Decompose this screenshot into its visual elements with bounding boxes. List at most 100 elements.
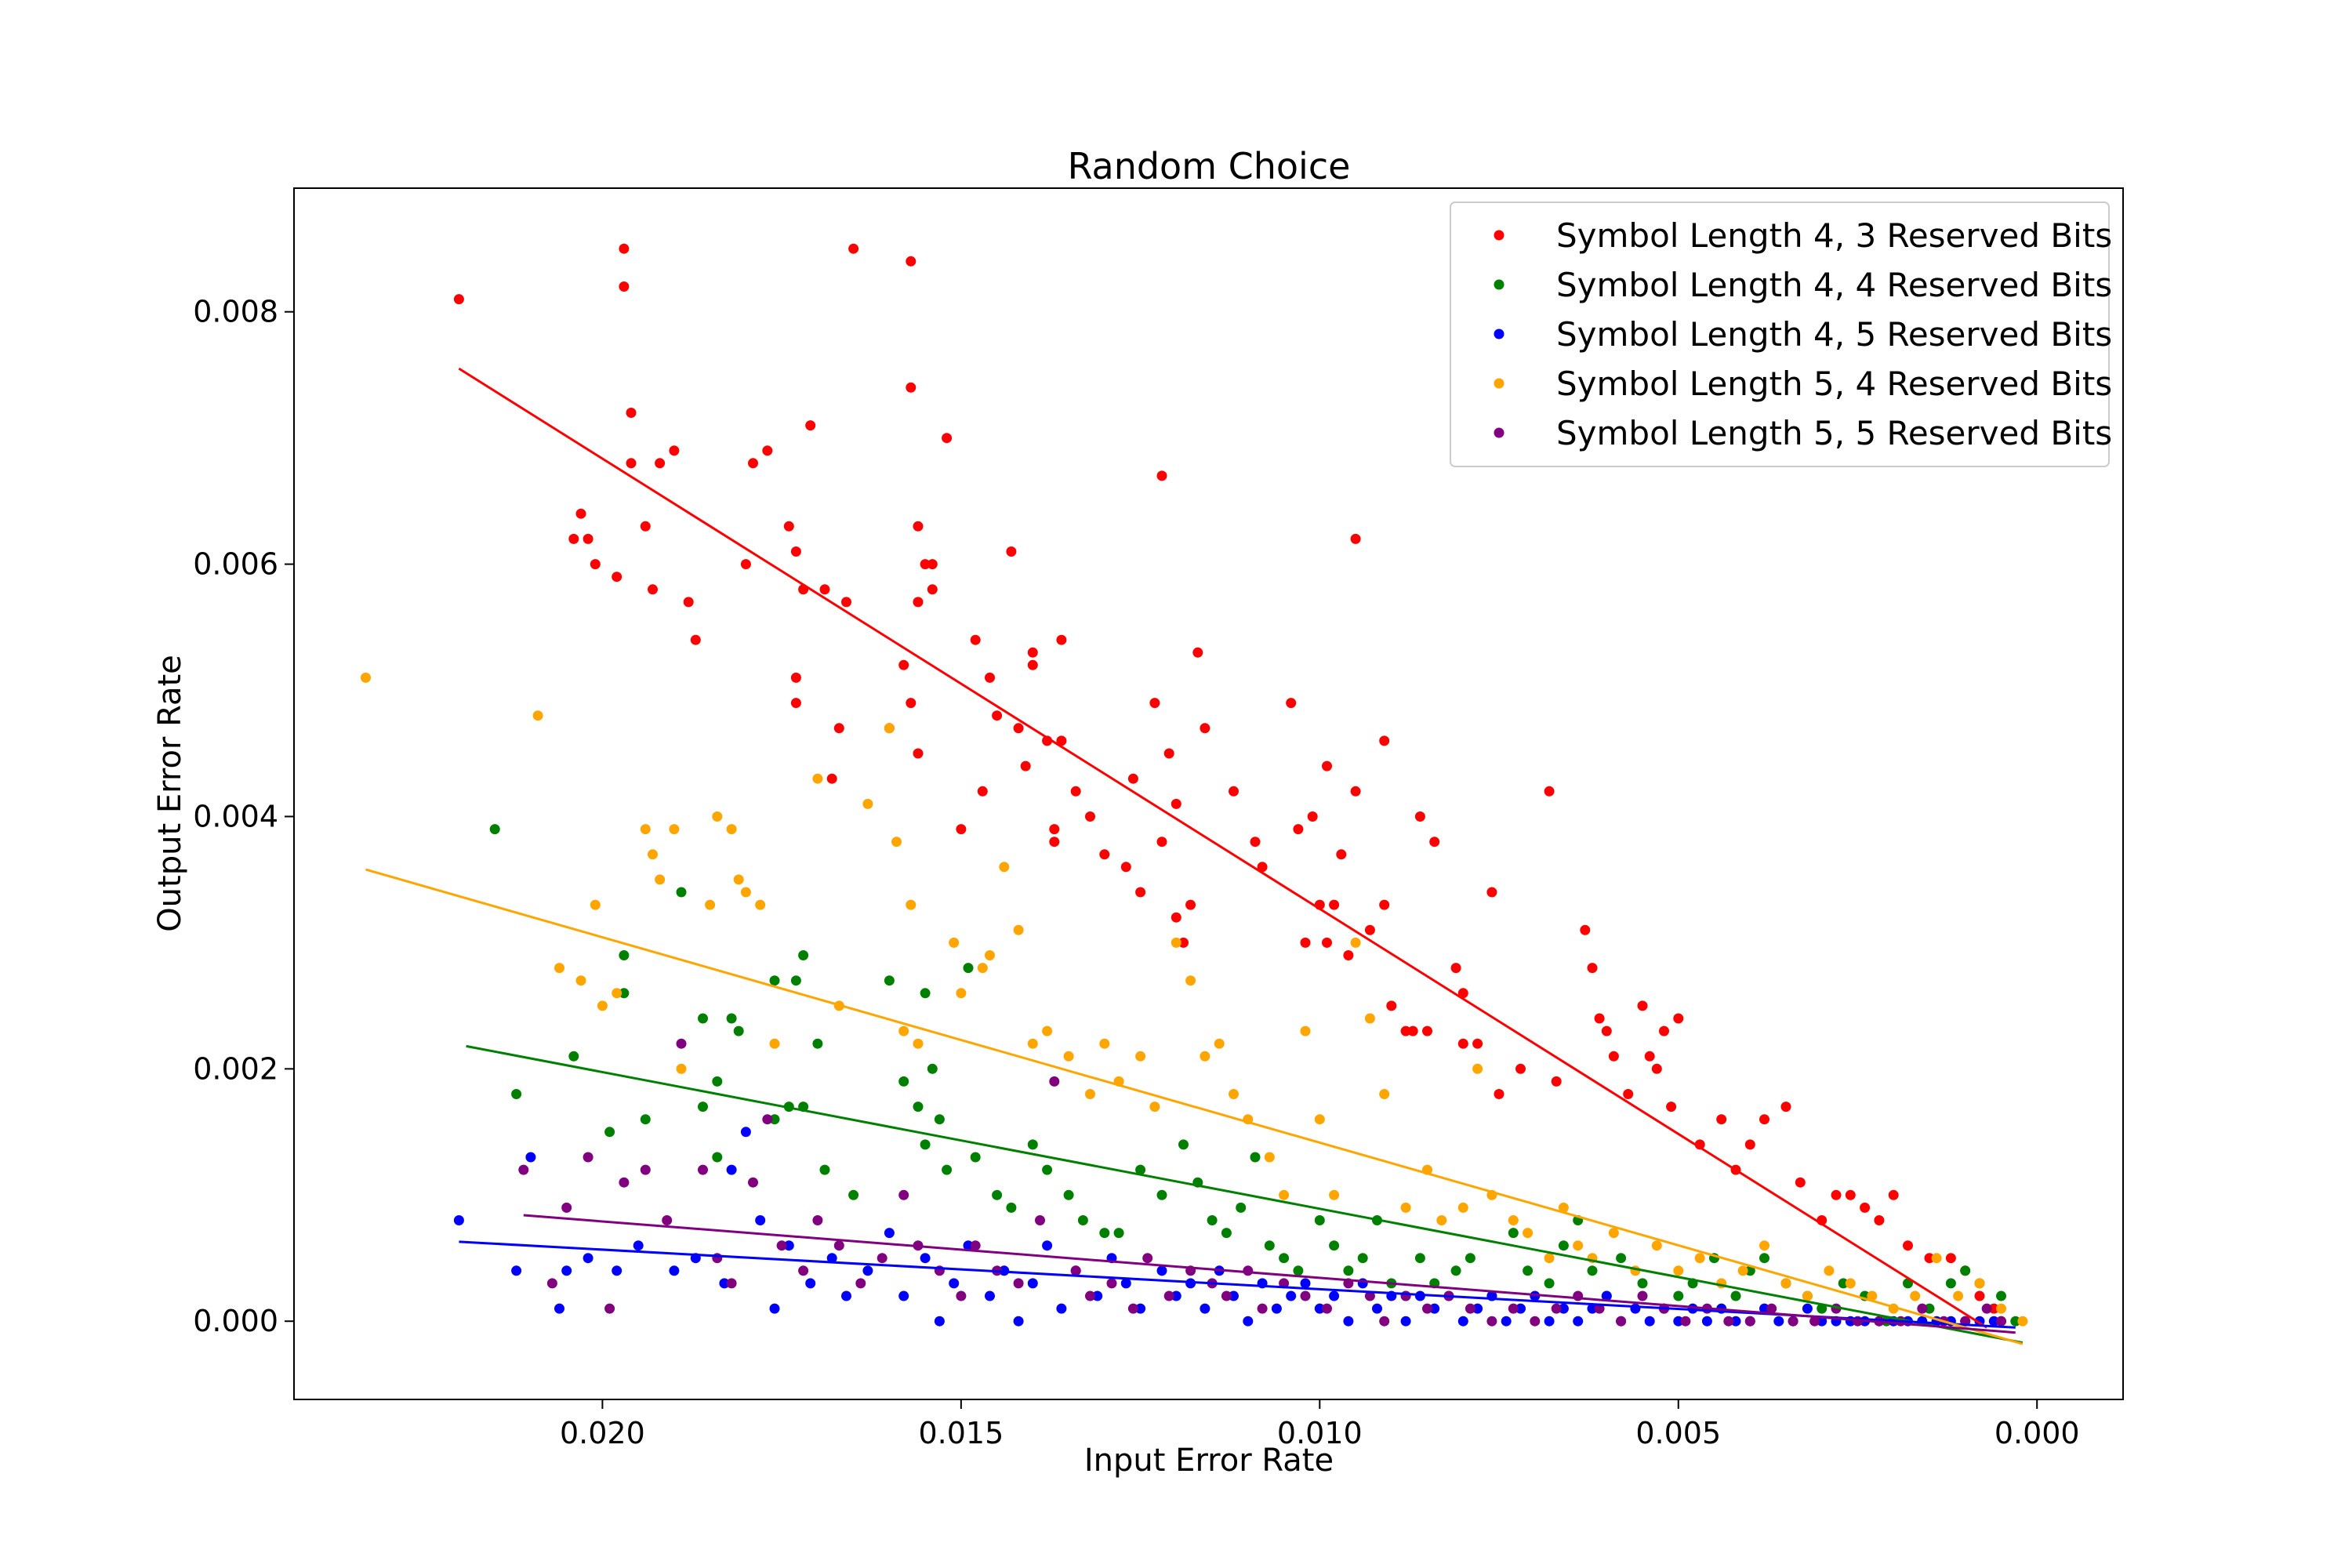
data-point [619,1177,630,1188]
data-point [1587,1303,1598,1314]
data-point [740,887,751,898]
data-point [1630,1303,1641,1314]
data-point [1229,1089,1239,1099]
legend-label: Symbol Length 4, 5 Reserved Bits [1556,315,2112,354]
data-point [489,824,500,835]
data-point [1343,950,1354,960]
data-point [1149,698,1160,709]
data-point [1974,1278,1985,1289]
data-point [1056,1303,1067,1314]
data-point [619,988,630,999]
data-point [1099,1228,1110,1239]
series-1 [453,243,2006,1327]
data-point [1293,824,1304,835]
data-point [906,382,916,393]
data-point [812,1215,823,1225]
data-point [1336,849,1347,860]
data-point [1142,1253,1153,1264]
trend-line-4 [365,868,2024,1345]
data-point [949,937,960,948]
data-point [884,975,895,986]
data-point [956,988,967,999]
data-point [1616,1316,1627,1327]
legend-label: Symbol Length 4, 4 Reserved Bits [1556,266,2112,304]
data-point [977,963,988,974]
data-point [1773,1316,1784,1327]
data-point [1601,1025,1612,1036]
data-point [748,458,758,469]
data-point [1314,1114,1325,1125]
data-point [1414,1253,1425,1264]
data-point [920,559,931,570]
data-point [740,559,751,570]
data-point [920,1253,931,1264]
data-point [604,1303,615,1314]
data-point [662,1215,673,1225]
data-point [1637,1000,1648,1011]
data-point [1027,1278,1038,1289]
data-point [906,899,916,910]
data-point [826,1253,837,1264]
data-point [1924,1303,1935,1314]
data-point [1042,1164,1053,1175]
data-point [1364,1290,1375,1301]
data-point [1364,924,1375,935]
data-point [361,672,371,683]
data-point [1027,1038,1038,1049]
data-point [1508,1303,1519,1314]
data-point [604,1127,615,1138]
data-point [1171,798,1181,809]
data-point [748,1177,758,1188]
data-point [790,672,801,683]
data-point [877,1253,887,1264]
data-point [640,521,651,532]
data-point [1666,1102,1677,1112]
data-point [977,786,988,797]
data-point [1156,470,1167,481]
data-point [676,887,687,898]
data-point [798,950,809,960]
data-point [1286,698,1297,709]
data-point [1085,811,1095,822]
data-point [1300,937,1311,948]
data-point [805,420,816,431]
data-point [683,597,694,608]
data-point [1329,899,1340,910]
data-point [1127,1303,1138,1314]
data-point [906,698,916,709]
data-point [1845,1278,1856,1289]
data-point [1200,1051,1210,1062]
data-point [1931,1253,1942,1264]
data-point [1508,1215,1519,1225]
data-point [769,1303,780,1314]
data-point [597,1000,608,1011]
data-point [1357,1278,1368,1289]
trend-line-1 [458,367,1987,1329]
data-point [1322,760,1332,771]
data-point [1744,1265,1755,1276]
data-point [769,975,780,986]
data-point [1221,1290,1232,1301]
data-point [1544,1316,1555,1327]
data-point [1472,1063,1483,1074]
data-point [1780,1278,1791,1289]
data-point [1457,1038,1468,1049]
data-point [1300,1025,1311,1036]
data-point [1006,546,1017,557]
data-point [970,1240,981,1251]
data-point [1587,963,1598,974]
data-point [1594,1303,1605,1314]
data-point [1515,1303,1526,1314]
data-point [1780,1102,1791,1112]
data-point [1300,1278,1311,1289]
data-point [1910,1290,1921,1301]
legend-label: Symbol Length 4, 3 Reserved Bits [1556,216,2112,255]
data-point [1888,1189,1899,1200]
data-point [956,1290,967,1301]
data-point [1974,1290,1985,1301]
data-point [970,1152,981,1163]
data-point [985,672,995,683]
data-point [1400,1025,1411,1036]
data-point [898,1076,909,1087]
data-point [1178,937,1189,948]
